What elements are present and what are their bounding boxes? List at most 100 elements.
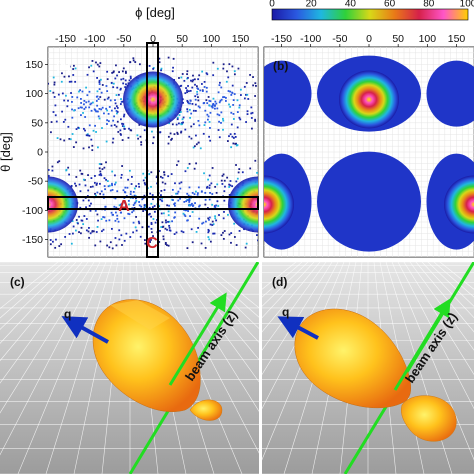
speckle-point (10, 193, 12, 195)
y-tick-label: 100 (25, 88, 43, 100)
speckle-point (176, 133, 179, 135)
floor-grid-line (201, 262, 259, 309)
speckle-point (142, 172, 145, 175)
speckle-point (114, 99, 116, 102)
speckle-point (91, 144, 94, 147)
speckle-point (96, 104, 99, 107)
speckle-point (222, 119, 225, 122)
speckle-point (71, 108, 73, 111)
speckle-point (229, 133, 232, 136)
speckle-point (82, 127, 85, 130)
speckle-point (228, 194, 231, 196)
speckle-point (51, 169, 54, 172)
floor-grid-line (73, 262, 119, 474)
speckle-point (82, 147, 85, 150)
speckle-point (18, 202, 20, 204)
speckle-point (172, 199, 174, 201)
speckle-point (129, 190, 132, 193)
speckle-point (88, 204, 91, 207)
speckle-point (94, 209, 97, 212)
speckle-point (218, 101, 221, 104)
speckle-point (196, 192, 199, 195)
speckle-point (116, 86, 119, 89)
speckle-point (144, 183, 147, 186)
speckle-point (82, 223, 85, 226)
speckle-point (168, 226, 171, 229)
speckle-point (85, 218, 88, 220)
speckle-point (233, 222, 236, 225)
speckle-point (187, 102, 190, 105)
speckle-point (187, 199, 190, 202)
speckle-point (164, 243, 167, 245)
speckle-point (158, 61, 161, 64)
speckle-point (38, 170, 40, 172)
speckle-point (203, 172, 205, 175)
blob-region (317, 151, 421, 252)
speckle-point (90, 138, 93, 141)
speckle-point (115, 94, 118, 96)
panel-b: -150 -100 -50 0 50 100 150 (b) (263, 33, 474, 258)
speckle-point (255, 84, 257, 87)
speckle-point (93, 108, 96, 111)
speckle-point (123, 128, 126, 130)
speckle-point (106, 244, 109, 247)
speckle-point (171, 220, 173, 223)
speckle-point (222, 117, 224, 120)
speckle-point (204, 198, 207, 201)
speckle-point (174, 202, 176, 205)
speckle-point (196, 193, 199, 196)
speckle-point (89, 232, 92, 235)
speckle-point (132, 221, 135, 224)
speckle-point (91, 60, 94, 62)
speckle-point (67, 125, 70, 128)
speckle-point (236, 126, 239, 129)
speckle-point (200, 242, 203, 245)
panel-b-label: (b) (273, 59, 288, 73)
speckle-point (93, 181, 96, 184)
speckle-point (218, 114, 221, 117)
speckle-point (89, 209, 92, 212)
speckle-point (96, 110, 99, 113)
speckle-point (200, 83, 203, 85)
speckle-point (85, 229, 88, 232)
speckle-point (143, 194, 146, 197)
speckle-point (106, 90, 109, 93)
speckle-point (119, 203, 122, 206)
speckle-point (27, 227, 29, 229)
speckle-point (115, 105, 118, 108)
speckle-point (238, 168, 241, 171)
speckle-point (227, 76, 230, 79)
speckle-point (136, 134, 139, 137)
speckle-point (149, 241, 151, 243)
speckle-point (109, 99, 112, 102)
speckle-point (62, 121, 65, 123)
speckle-point (187, 85, 189, 87)
speckle-point (190, 79, 192, 82)
speckle-point (107, 185, 110, 188)
speckle-point (262, 210, 264, 212)
speckle-point (191, 86, 194, 89)
speckle-point (52, 111, 55, 113)
speckle-point (44, 188, 46, 190)
speckle-point (173, 204, 176, 207)
speckle-point (224, 185, 226, 188)
speckle-point (222, 217, 225, 220)
speckle-point (102, 228, 105, 231)
speckle-point (194, 95, 197, 98)
speckle-point (167, 210, 170, 213)
speckle-point (229, 105, 232, 108)
speckle-point (80, 102, 83, 104)
x-tick-label: -150 (55, 33, 76, 45)
speckle-point (226, 140, 229, 142)
speckle-point (256, 171, 258, 174)
speckle-point (182, 101, 184, 104)
speckle-point (163, 173, 166, 176)
speckle-point (256, 234, 258, 236)
speckle-point (119, 87, 122, 90)
speckle-point (59, 138, 62, 141)
speckle-point (171, 137, 173, 140)
floor-grid-line (262, 262, 327, 351)
speckle-point (164, 182, 167, 185)
speckle-point (223, 179, 226, 182)
speckle-point (125, 72, 127, 74)
